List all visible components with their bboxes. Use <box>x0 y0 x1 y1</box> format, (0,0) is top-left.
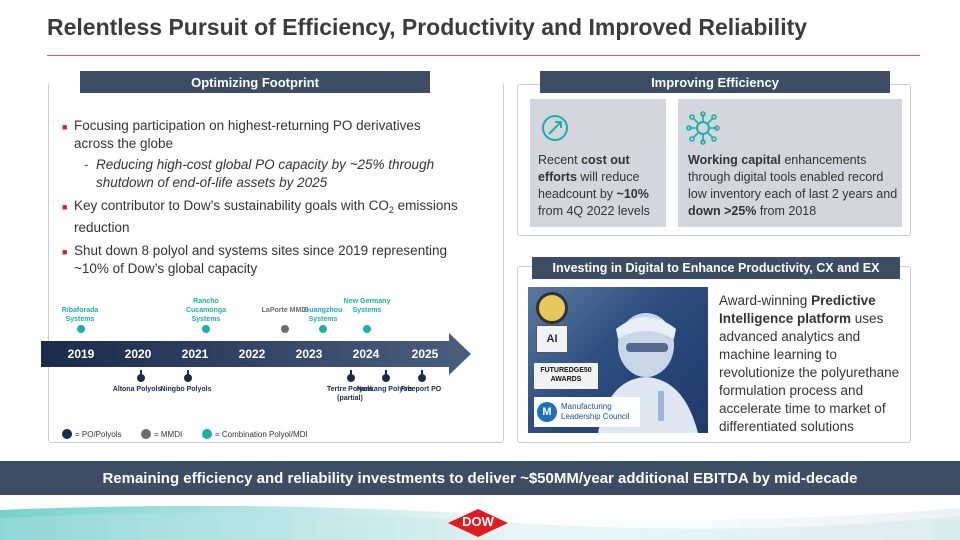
legend-dot <box>62 429 72 439</box>
site-freeport: Freeport PO <box>400 386 442 393</box>
site-dot <box>184 374 192 382</box>
mlc-award-badge: M Manufacturing Leadership Council <box>534 397 640 427</box>
digital-description: Award-winning Predictive Intelligence pl… <box>719 292 909 436</box>
dow-logo-text: DOW <box>462 514 494 529</box>
year-2023: 2023 <box>295 347 323 361</box>
card-text-part: from 2018 <box>759 204 817 218</box>
bullet-text: Key contributor to Dow’s sustainability … <box>74 197 462 237</box>
year-2021: 2021 <box>181 347 209 361</box>
page-title: Relentless Pursuit of Efficiency, Produc… <box>47 14 808 40</box>
card-text-part: will reduce headcount by <box>538 170 640 201</box>
legend-combination: = Combination Polyol/MDI <box>202 429 308 439</box>
left-panel-frame <box>48 83 504 443</box>
site-ribaforada: Ribaforada Systems <box>61 307 99 323</box>
card-text-bold: cost out efforts <box>538 153 630 184</box>
legend-po: = PO/Polyols <box>62 429 121 439</box>
site-dot <box>281 325 289 333</box>
mlc-label: Manufacturing Leadership Council <box>561 402 630 421</box>
site-dot <box>347 374 355 382</box>
bullet-square-icon: ■ <box>62 122 68 132</box>
award-badge-icon <box>536 292 568 324</box>
legend-dot <box>202 429 212 439</box>
legend-mmdi: = MMDI <box>141 429 182 439</box>
pin-line <box>350 370 352 377</box>
card-text-bold: ~10% <box>616 187 649 201</box>
legend-dot <box>141 429 151 439</box>
co2-text: Key contributor to Dow’s sustainability … <box>74 198 389 213</box>
futureedge-award-badge: FUTUREDGE50 AWARDS <box>534 363 598 389</box>
summary-banner: Remaining efficiency and reliability inv… <box>0 461 960 495</box>
site-dot <box>382 374 390 382</box>
site-new-germany: New Germany Systems <box>343 298 391 314</box>
sub-bullet-item: - Reducing high-cost global PO capacity … <box>84 156 462 192</box>
left-panel-header: Optimizing Footprint <box>80 71 430 93</box>
bullet-square-icon: ■ <box>62 247 68 257</box>
year-2024: 2024 <box>352 347 380 361</box>
scientist-photo: AI FUTUREDGE50 AWARDS M Manufacturing Le… <box>528 287 708 433</box>
card-text-bold: down >25% <box>688 204 757 218</box>
digital-header: Investing in Digital to Enhance Producti… <box>532 257 900 279</box>
site-altona: Altona Polyols <box>112 386 162 393</box>
legend-label: = Combination Polyol/MDI <box>215 429 308 439</box>
working-capital-text: Working capital enhancements through dig… <box>688 152 898 220</box>
pin-line <box>385 370 387 377</box>
site-ningbo: Ningbo Polyols <box>160 386 212 393</box>
digital-network-icon <box>686 111 720 145</box>
ai-award-badge: AI <box>536 325 568 353</box>
site-tertre: Tertre Polyols (partial) <box>326 386 374 402</box>
co2-text-end: emissions reduction <box>74 198 458 235</box>
working-capital-card: Working capital enhancements through dig… <box>678 99 902 227</box>
card-text-part: enhancements through digital tools enabl… <box>688 153 898 201</box>
site-laporte: LaPorte MMDI <box>261 307 309 314</box>
site-dot <box>202 325 210 333</box>
sub-bullet-text: Reducing high-cost global PO capacity by… <box>96 157 435 190</box>
mlc-logo-icon: M <box>537 402 557 422</box>
timeline-arrow <box>41 333 471 375</box>
bullet-item: ■ Key contributor to Dow’s sustainabilit… <box>62 197 462 237</box>
year-2019: 2019 <box>67 347 95 361</box>
year-2022: 2022 <box>238 347 266 361</box>
bullet-item: ■ Focusing participation on highest-retu… <box>62 117 462 153</box>
pin-line <box>187 370 189 377</box>
digital-text-part: Award-winning <box>719 293 808 308</box>
card-text-part: Recent <box>538 153 578 167</box>
site-dot <box>77 325 85 333</box>
bullet-square-icon: ■ <box>62 202 68 212</box>
target-arrow-icon <box>542 115 568 141</box>
left-bullets: ■ Focusing participation on highest-retu… <box>62 117 462 283</box>
bullet-text: Focusing participation on highest-return… <box>74 118 421 151</box>
legend-label: = PO/Polyols <box>75 429 122 439</box>
co2-subscript: 2 <box>388 205 394 215</box>
site-nankang: Nankang Polyols <box>356 386 414 393</box>
cost-card: Recent cost out efforts will reduce head… <box>530 99 666 227</box>
pin-line <box>421 370 423 377</box>
site-rancho-cucamonga: Rancho Cucamonga Systems <box>185 298 227 323</box>
site-dot <box>363 325 371 333</box>
pin-line <box>140 370 142 377</box>
year-2025: 2025 <box>411 347 439 361</box>
card-text-bold: Working capital <box>688 153 781 167</box>
bullet-text: Shut down 8 polyol and systems sites sin… <box>74 243 447 276</box>
dash-icon: - <box>84 157 89 172</box>
card-text-part: from 4Q 2022 levels <box>538 204 650 218</box>
site-dot <box>319 325 327 333</box>
year-2020: 2020 <box>124 347 152 361</box>
site-guangzhou: Guangzhou Systems <box>303 307 343 323</box>
title-divider <box>47 55 920 56</box>
efficiency-header: Improving Efficiency <box>540 71 890 93</box>
bullet-item: ■ Shut down 8 polyol and systems sites s… <box>62 242 462 278</box>
digital-text-part: uses advanced analytics and machine lear… <box>719 311 900 434</box>
dow-logo-icon <box>448 509 508 537</box>
cost-card-text: Recent cost out efforts will reduce head… <box>538 152 664 220</box>
digital-text-bold: Predictive Intelligence platform <box>719 293 876 326</box>
site-dot <box>418 374 426 382</box>
legend-label: = MMDI <box>154 429 183 439</box>
site-dot <box>137 374 145 382</box>
